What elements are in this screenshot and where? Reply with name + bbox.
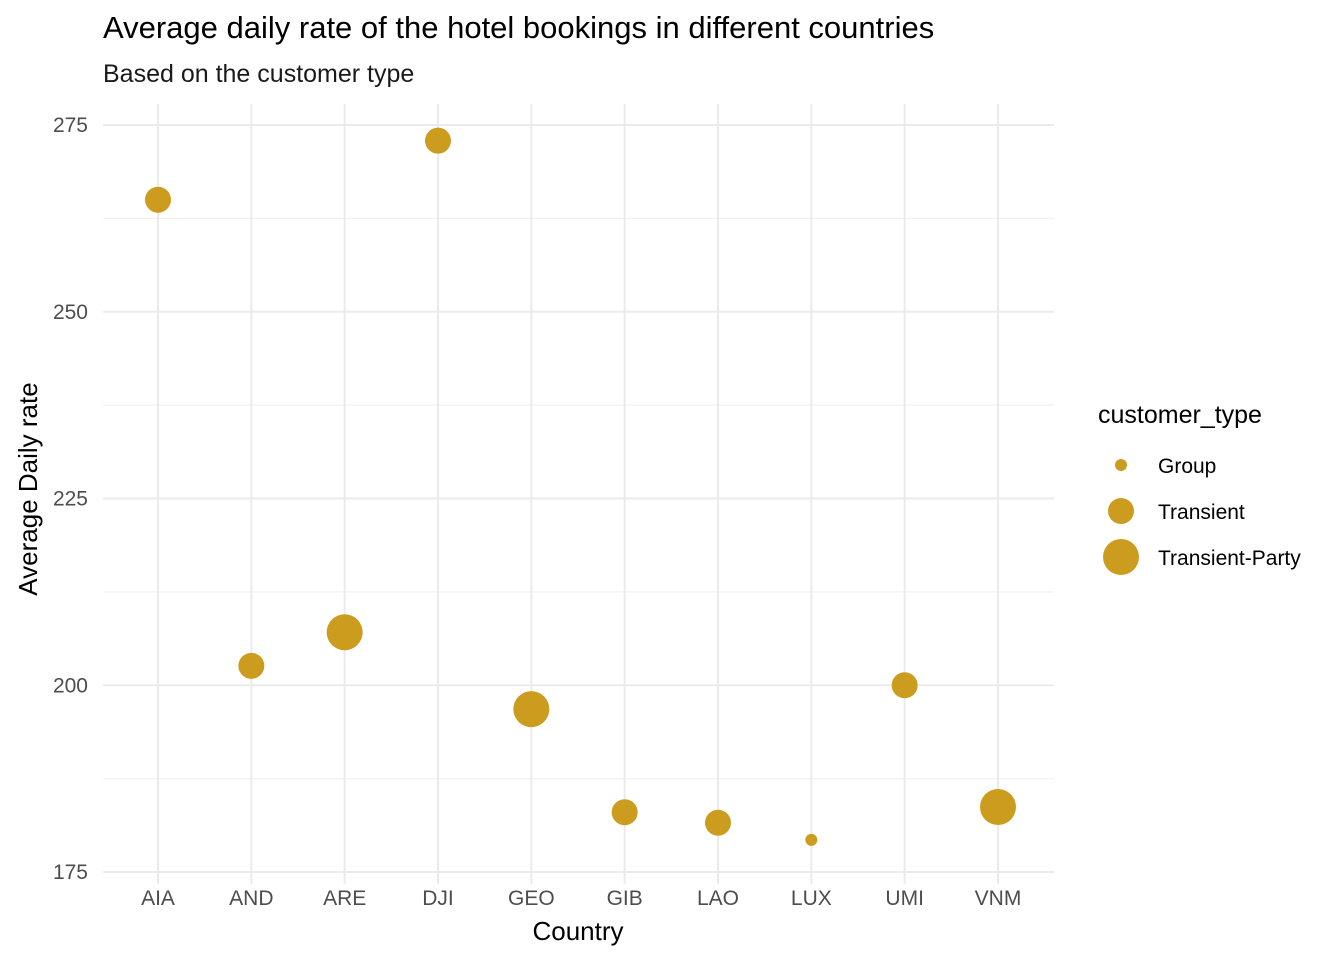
y-tick-label: 275 — [53, 114, 88, 137]
data-point — [705, 809, 731, 836]
x-tick-label: ARE — [323, 887, 366, 910]
data-point — [805, 833, 818, 846]
y-tick-label: 250 — [53, 301, 88, 324]
x-tick-label: LAO — [697, 887, 739, 910]
y-tick-label: 200 — [53, 674, 88, 697]
y-axis-title: Average Daily rate — [13, 382, 43, 595]
legend-label: Transient-Party — [1158, 547, 1301, 570]
x-tick-label: AND — [229, 887, 273, 910]
x-tick-label: DJI — [422, 887, 454, 910]
legend-key — [1108, 498, 1134, 524]
grid-lines — [103, 104, 1054, 884]
data-point — [238, 652, 265, 679]
x-tick-label: LUX — [791, 887, 832, 910]
y-axis-ticks: 175 200 225 250 275 — [53, 114, 88, 884]
data-point — [145, 186, 171, 213]
x-tick-label: AIA — [141, 887, 175, 910]
x-tick-label: UMI — [885, 887, 924, 910]
legend-label: Group — [1158, 455, 1216, 478]
legend-key — [1103, 539, 1139, 575]
legend: customer_type Group Transient Transient-Pa… — [1098, 401, 1301, 575]
chart-title: Average daily rate of the hotel bookings… — [103, 10, 935, 45]
data-point — [425, 127, 451, 154]
x-axis-ticks: AIA AND ARE DJI GEO GIB LAO LUX UMI VNM — [141, 887, 1021, 910]
legend-key — [1115, 459, 1127, 471]
legend-label: Transient — [1158, 501, 1245, 524]
data-point — [980, 789, 1016, 826]
y-tick-label: 175 — [53, 861, 88, 884]
x-tick-label: GEO — [508, 887, 555, 910]
chart-subtitle: Based on the customer type — [103, 60, 415, 88]
data-point — [326, 614, 363, 651]
data-point — [513, 691, 550, 728]
x-tick-label: VNM — [975, 887, 1022, 910]
data-points — [145, 127, 1016, 846]
data-point — [891, 672, 918, 699]
data-point — [611, 799, 638, 826]
y-tick-label: 225 — [53, 488, 88, 511]
x-tick-label: GIB — [607, 887, 643, 910]
x-axis-title: Country — [532, 916, 623, 946]
legend-title: customer_type — [1098, 401, 1262, 429]
